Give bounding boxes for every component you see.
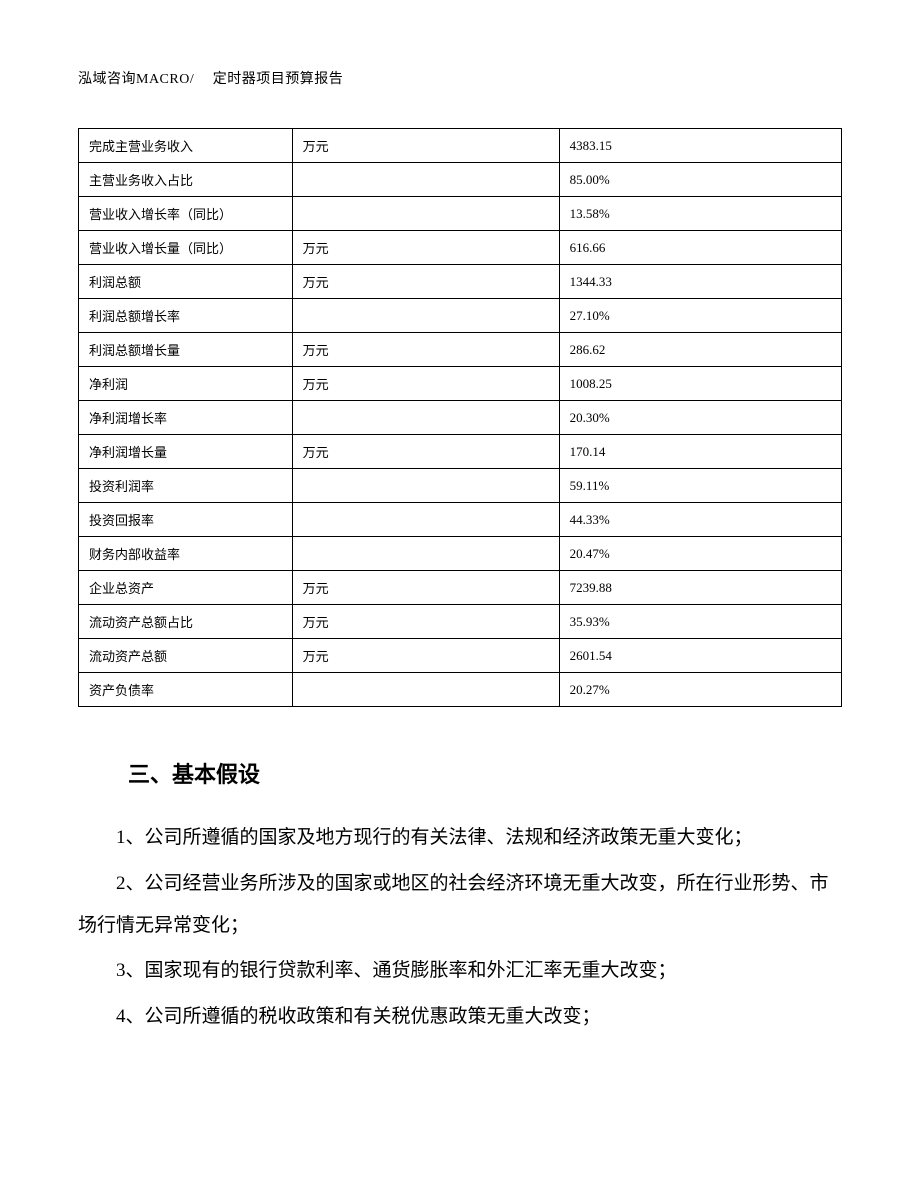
cell-label: 净利润增长量: [79, 435, 293, 469]
cell-value: 170.14: [559, 435, 841, 469]
table-row: 主营业务收入占比 85.00%: [79, 163, 842, 197]
cell-value: 616.66: [559, 231, 841, 265]
table-row: 财务内部收益率 20.47%: [79, 537, 842, 571]
cell-value: 20.27%: [559, 673, 841, 707]
cell-value: 13.58%: [559, 197, 841, 231]
table-row: 营业收入增长量（同比） 万元 616.66: [79, 231, 842, 265]
table-row: 利润总额 万元 1344.33: [79, 265, 842, 299]
page-header: 泓域咨询MACRO/ 定时器项目预算报告: [78, 68, 842, 88]
cell-label: 营业收入增长率（同比）: [79, 197, 293, 231]
table-row: 净利润增长量 万元 170.14: [79, 435, 842, 469]
cell-value: 20.30%: [559, 401, 841, 435]
cell-value: 7239.88: [559, 571, 841, 605]
cell-unit: 万元: [292, 333, 559, 367]
body-paragraph: 1、公司所遵循的国家及地方现行的有关法律、法规和经济政策无重大变化；: [78, 817, 842, 859]
cell-unit: [292, 503, 559, 537]
cell-value: 4383.15: [559, 129, 841, 163]
body-paragraph: 2、公司经营业务所涉及的国家或地区的社会经济环境无重大改变，所在行业形势、市场行…: [78, 863, 842, 947]
cell-label: 净利润: [79, 367, 293, 401]
cell-label: 投资回报率: [79, 503, 293, 537]
cell-value: 286.62: [559, 333, 841, 367]
cell-value: 35.93%: [559, 605, 841, 639]
cell-unit: [292, 197, 559, 231]
body-paragraph: 4、公司所遵循的税收政策和有关税优惠政策无重大改变；: [78, 996, 842, 1038]
table-row: 利润总额增长量 万元 286.62: [79, 333, 842, 367]
cell-unit: [292, 299, 559, 333]
table-row: 利润总额增长率 27.10%: [79, 299, 842, 333]
cell-unit: [292, 163, 559, 197]
cell-value: 44.33%: [559, 503, 841, 537]
table-row: 净利润 万元 1008.25: [79, 367, 842, 401]
body-paragraph: 3、国家现有的银行贷款利率、通货膨胀率和外汇汇率无重大改变；: [78, 950, 842, 992]
table-row: 营业收入增长率（同比） 13.58%: [79, 197, 842, 231]
table-row: 投资利润率 59.11%: [79, 469, 842, 503]
cell-value: 1344.33: [559, 265, 841, 299]
cell-value: 59.11%: [559, 469, 841, 503]
cell-unit: [292, 401, 559, 435]
cell-value: 2601.54: [559, 639, 841, 673]
cell-label: 企业总资产: [79, 571, 293, 605]
table-row: 企业总资产 万元 7239.88: [79, 571, 842, 605]
section-heading: 三、基本假设: [128, 757, 842, 789]
cell-unit: 万元: [292, 265, 559, 299]
cell-unit: 万元: [292, 231, 559, 265]
cell-value: 20.47%: [559, 537, 841, 571]
cell-value: 1008.25: [559, 367, 841, 401]
cell-label: 营业收入增长量（同比）: [79, 231, 293, 265]
cell-label: 利润总额增长率: [79, 299, 293, 333]
table-row: 流动资产总额占比 万元 35.93%: [79, 605, 842, 639]
cell-label: 流动资产总额占比: [79, 605, 293, 639]
cell-label: 资产负债率: [79, 673, 293, 707]
table-row: 投资回报率 44.33%: [79, 503, 842, 537]
cell-unit: 万元: [292, 435, 559, 469]
financial-table: 完成主营业务收入 万元 4383.15 主营业务收入占比 85.00% 营业收入…: [78, 128, 842, 707]
cell-label: 完成主营业务收入: [79, 129, 293, 163]
cell-label: 利润总额增长量: [79, 333, 293, 367]
cell-label: 财务内部收益率: [79, 537, 293, 571]
cell-unit: 万元: [292, 605, 559, 639]
table-row: 资产负债率 20.27%: [79, 673, 842, 707]
cell-label: 主营业务收入占比: [79, 163, 293, 197]
table-row: 流动资产总额 万元 2601.54: [79, 639, 842, 673]
cell-label: 净利润增长率: [79, 401, 293, 435]
cell-unit: [292, 469, 559, 503]
table-row: 净利润增长率 20.30%: [79, 401, 842, 435]
cell-value: 85.00%: [559, 163, 841, 197]
cell-unit: 万元: [292, 639, 559, 673]
cell-unit: [292, 673, 559, 707]
table-row: 完成主营业务收入 万元 4383.15: [79, 129, 842, 163]
page-content: 泓域咨询MACRO/ 定时器项目预算报告 完成主营业务收入 万元 4383.15…: [0, 0, 920, 1038]
cell-unit: 万元: [292, 367, 559, 401]
cell-unit: 万元: [292, 129, 559, 163]
cell-label: 流动资产总额: [79, 639, 293, 673]
cell-label: 投资利润率: [79, 469, 293, 503]
cell-value: 27.10%: [559, 299, 841, 333]
cell-unit: [292, 537, 559, 571]
cell-unit: 万元: [292, 571, 559, 605]
cell-label: 利润总额: [79, 265, 293, 299]
